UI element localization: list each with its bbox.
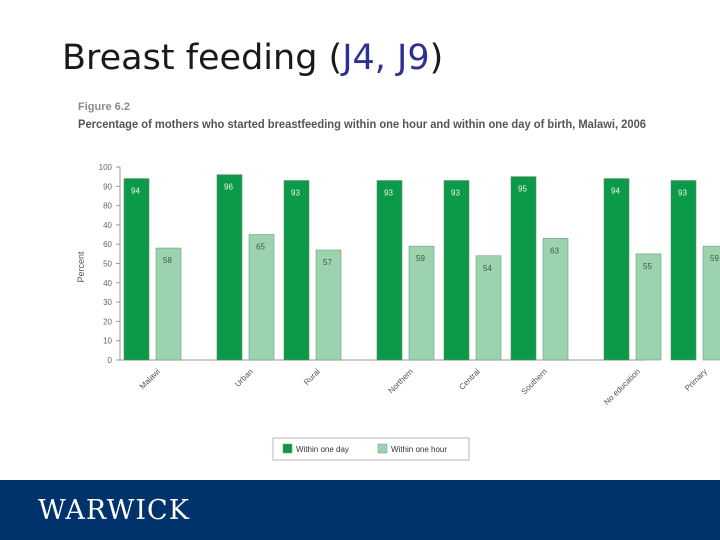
data-label-within-one-hour: 58: [163, 256, 172, 265]
bar-within-one-hour: [155, 247, 182, 361]
bar-within-one-hour: [248, 234, 275, 361]
data-label-within-one-hour: 59: [416, 254, 425, 263]
x-tick-label: Primary: [683, 367, 709, 393]
bar-within-one-day: [670, 180, 697, 361]
data-label-within-one-day: 93: [384, 189, 393, 198]
y-tick-label: 60: [103, 240, 112, 249]
chart-title: Percentage of mothers who started breast…: [78, 119, 646, 131]
figure-label: Figure 6.2: [78, 101, 130, 113]
data-label-within-one-hour: 54: [483, 264, 492, 273]
title-refs: J4, J9: [342, 38, 430, 78]
x-tick-label: Urban: [233, 367, 255, 389]
y-tick-label: 30: [103, 298, 112, 307]
bar-within-one-hour: [542, 238, 569, 361]
legend: Within one day Within one hour: [272, 437, 470, 461]
bar-within-one-hour: [408, 245, 435, 361]
bar-within-one-day: [443, 180, 470, 361]
y-tick-label: 40: [103, 279, 112, 288]
footer-bar: WARWICK: [0, 480, 720, 540]
data-label-within-one-hour: 65: [256, 243, 265, 252]
bar-within-one-hour: [315, 249, 342, 361]
y-tick-label: 0: [108, 356, 113, 365]
x-tick-label: Northern: [387, 367, 415, 395]
data-label-within-one-hour: 63: [550, 246, 559, 255]
x-tick-label: Southern: [520, 367, 549, 396]
y-tick-label: 50: [103, 260, 112, 269]
y-tick-label: 80: [103, 202, 112, 211]
bar-within-one-hour: [635, 253, 662, 361]
plot-area: 0 10 20 30 40 50 60 40 80 90 100 94 58 Malawi 96 65 Urba…: [99, 163, 720, 407]
x-tick-label: No education: [602, 367, 642, 407]
y-tick-label: 20: [103, 317, 112, 326]
data-label-within-one-hour: 55: [643, 262, 652, 271]
x-tick-label: Malawi: [138, 367, 162, 391]
data-label-within-one-hour: 59: [710, 254, 719, 263]
warwick-logo: WARWICK: [38, 495, 190, 526]
slide-title: Breast feeding (J4, J9): [62, 38, 443, 78]
bar-within-one-day: [603, 178, 630, 361]
bar-within-one-day: [376, 180, 403, 361]
y-tick-label: 90: [103, 182, 112, 191]
x-tick-label: Rural: [302, 367, 322, 387]
bar-within-one-hour: [702, 245, 720, 361]
bar-within-one-hour: [475, 255, 502, 361]
data-label-within-one-day: 93: [451, 189, 460, 198]
title-main: Breast feeding (: [62, 38, 343, 78]
data-label-within-one-hour: 57: [323, 258, 332, 267]
data-label-within-one-day: 96: [224, 183, 233, 192]
bar-within-one-day: [216, 174, 243, 361]
data-label-within-one-day: 94: [611, 187, 620, 196]
legend-swatch: [377, 443, 388, 454]
data-label-within-one-day: 93: [291, 189, 300, 198]
legend-label: Within one hour: [391, 445, 447, 454]
y-tick-label: 100: [99, 163, 113, 172]
legend-swatch: [282, 443, 293, 454]
y-tick-label: 40: [103, 221, 112, 230]
legend-label: Within one day: [296, 445, 349, 454]
y-tick-label: 10: [103, 337, 112, 346]
data-label-within-one-day: 95: [518, 185, 527, 194]
data-label-within-one-day: 93: [678, 189, 687, 198]
bar-within-one-day: [123, 178, 150, 361]
title-close: ): [429, 38, 444, 78]
bar-chart: Figure 6.2 Percentage of mothers who sta…: [76, 101, 720, 461]
bar-within-one-day: [283, 180, 310, 361]
y-axis-label: Percent: [76, 251, 86, 283]
legend-frame: [272, 437, 470, 461]
x-tick-label: Central: [457, 367, 482, 392]
data-label-within-one-day: 94: [131, 187, 140, 196]
bar-within-one-day: [510, 176, 537, 361]
